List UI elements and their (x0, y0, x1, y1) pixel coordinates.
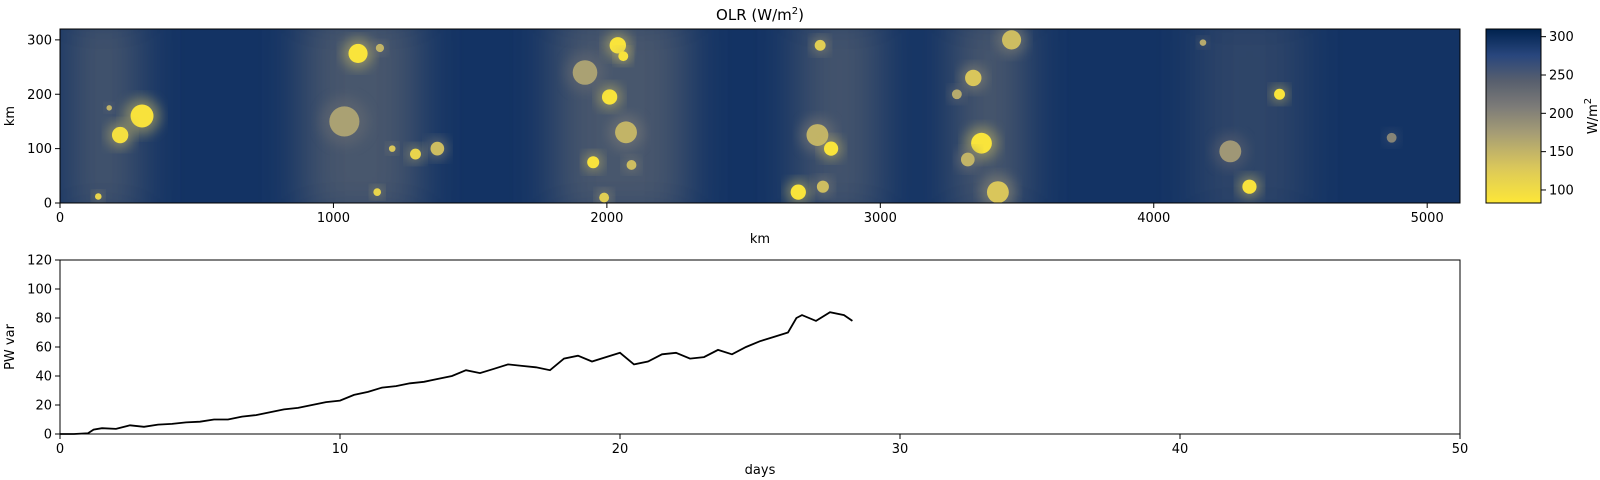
colorbar-label: W/m2 (1583, 98, 1600, 134)
heatmap-cell (960, 64, 987, 92)
heatmap-cell (1212, 133, 1248, 169)
line-x-tick-label: 50 (1452, 442, 1469, 457)
heatmap-cell (123, 97, 161, 135)
heatmap-cell (320, 97, 369, 146)
line-y-ticks: 0 20 40 60 80 100 120 (27, 254, 60, 443)
colorbar (1486, 29, 1541, 203)
line-x-tick-label: 30 (892, 442, 909, 457)
heatmap-frame (59, 28, 1461, 204)
heatmap-cell (406, 145, 425, 163)
heatmap-cell (1270, 85, 1289, 103)
heatmap-y-label: km (3, 106, 18, 126)
heatmap-cell (608, 114, 644, 150)
heatmap-y-tick-label: 100 (27, 142, 52, 157)
heatmap-cell (104, 103, 114, 113)
line-y-tick-label: 60 (35, 341, 52, 356)
heatmap-cell (819, 137, 843, 160)
colorbar-tick-label: 200 (1549, 107, 1574, 122)
line-x-tick-label: 40 (1172, 442, 1189, 457)
line-y-tick-label: 0 (44, 428, 52, 443)
heatmap-y-ticks: 0 100 200 300 (27, 33, 60, 212)
olr-heatmap (60, 29, 1460, 203)
heatmap-title: OLR (W/m2) (716, 6, 804, 24)
heatmap-x-tick-label: 3000 (864, 211, 897, 226)
heatmap-cell (93, 191, 104, 202)
colorbar-ticks: 100 150 200 250 300 (1541, 30, 1574, 198)
heatmap-y-tick-label: 300 (27, 33, 52, 48)
heatmap-cell (949, 86, 965, 103)
line-y-label: PW var (3, 323, 18, 369)
heatmap-x-ticks: 0 1000 2000 3000 4000 5000 (56, 203, 1444, 226)
line-x-label: days (745, 463, 776, 478)
line-x-ticks: 0 10 20 30 40 50 (56, 434, 1468, 457)
heatmap-cell (565, 52, 605, 93)
heatmap-x-tick-label: 1000 (317, 211, 350, 226)
colorbar-frame (1485, 28, 1542, 204)
heatmap-cell (1383, 129, 1400, 146)
heatmap-cell (373, 41, 387, 55)
heatmap-y-tick-label: 200 (27, 88, 52, 103)
colorbar-tick-label: 300 (1549, 30, 1574, 45)
heatmap-cell (980, 174, 1016, 203)
heatmap-cell (597, 84, 622, 110)
heatmap-cell (956, 148, 979, 171)
heatmap-cell (813, 177, 833, 197)
colorbar-tick-label: 100 (1549, 183, 1574, 198)
heatmap-cell (1197, 37, 1209, 48)
line-y-tick-label: 20 (35, 399, 52, 414)
heatmap-x-tick-label: 4000 (1137, 211, 1170, 226)
heatmap-cell (426, 137, 449, 160)
heatmap-band (798, 29, 881, 203)
heatmap-cell (811, 36, 829, 55)
heatmap-cell (996, 29, 1027, 56)
heatmap-cell (107, 121, 134, 149)
pw-variance-line (60, 311, 853, 435)
heatmap-x-label: km (750, 232, 770, 247)
colorbar-tick-label: 150 (1549, 145, 1574, 160)
heatmap-y-tick-label: 0 (44, 197, 52, 212)
line-x-tick-label: 0 (56, 442, 64, 457)
heatmap-cell (786, 179, 811, 203)
heatmap-cell (1238, 175, 1261, 199)
heatmap-cell (596, 189, 613, 203)
heatmap-band (954, 29, 1026, 203)
line-plot-frame (59, 259, 1461, 435)
heatmap-x-tick-label: 0 (56, 211, 64, 226)
heatmap-cell (386, 143, 398, 154)
line-x-tick-label: 20 (612, 442, 629, 457)
heatmap-convective-cells (93, 29, 1400, 203)
line-y-tick-label: 40 (35, 370, 52, 385)
heatmap-cell (371, 186, 384, 199)
line-y-tick-label: 100 (27, 283, 52, 298)
heatmap-band (1197, 29, 1302, 203)
heatmap-x-tick-label: 2000 (590, 211, 623, 226)
colorbar-tick-label: 250 (1549, 68, 1574, 83)
heatmap-cell (342, 38, 374, 69)
line-y-tick-label: 120 (27, 254, 52, 269)
heatmap-x-tick-label: 5000 (1411, 211, 1444, 226)
heatmap-cell (615, 48, 632, 65)
line-y-tick-label: 80 (35, 312, 52, 327)
heatmap-cell (583, 152, 603, 172)
heatmap-cell (623, 157, 640, 173)
line-x-tick-label: 10 (332, 442, 349, 457)
